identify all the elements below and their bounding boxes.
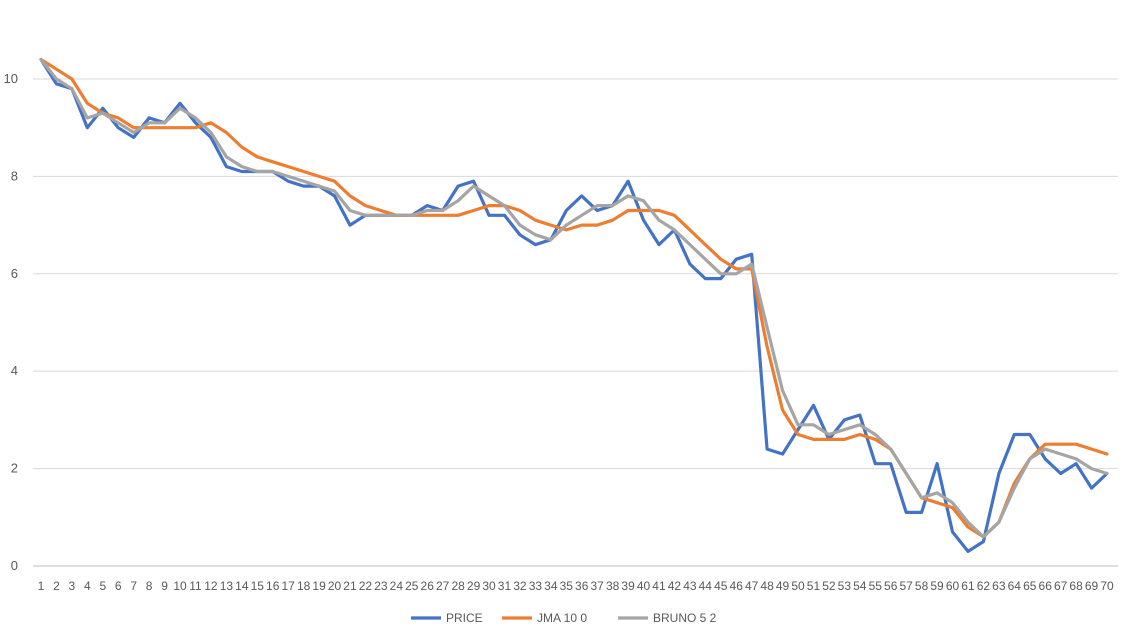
legend-label: PRICE [446, 611, 483, 625]
x-tick-label: 3 [69, 579, 76, 593]
x-tick-label: 38 [606, 579, 620, 593]
x-tick-label: 30 [482, 579, 496, 593]
y-tick-label: 10 [4, 71, 18, 86]
x-tick-label: 49 [776, 579, 790, 593]
x-tick-label: 40 [637, 579, 651, 593]
series-line-2 [39, 57, 1109, 539]
y-axis-ticks: 0 2 4 6 8 10 [4, 71, 18, 573]
x-tick-label: 62 [977, 579, 991, 593]
x-tick-label: 42 [668, 579, 682, 593]
x-tick-label: 53 [838, 579, 852, 593]
x-tick-label: 39 [621, 579, 635, 593]
x-tick-label: 66 [1039, 579, 1053, 593]
x-tick-label: 13 [220, 579, 234, 593]
x-tick-label: 61 [961, 579, 975, 593]
x-tick-label: 32 [513, 579, 527, 593]
x-tick-label: 65 [1023, 579, 1037, 593]
x-tick-label: 44 [699, 579, 713, 593]
x-tick-label: 51 [807, 579, 821, 593]
x-tick-label: 21 [343, 579, 357, 593]
series-lines [39, 57, 1109, 554]
legend-label: BRUNO 5 2 [653, 611, 717, 625]
series-line-1 [39, 57, 1109, 539]
x-tick-label: 35 [560, 579, 574, 593]
x-tick-label: 23 [374, 579, 388, 593]
x-tick-label: 22 [359, 579, 373, 593]
y-tick-label: 4 [11, 363, 18, 378]
x-tick-label: 10 [173, 579, 187, 593]
x-tick-label: 17 [282, 579, 296, 593]
y-tick-label: 6 [11, 266, 18, 281]
x-tick-label: 18 [297, 579, 311, 593]
x-tick-label: 8 [146, 579, 153, 593]
x-tick-label: 27 [436, 579, 450, 593]
x-tick-label: 48 [760, 579, 774, 593]
x-tick-label: 55 [869, 579, 883, 593]
legend-label: JMA 10 0 [537, 611, 587, 625]
x-tick-label: 12 [204, 579, 218, 593]
x-tick-label: 52 [822, 579, 836, 593]
x-tick-label: 1 [38, 579, 45, 593]
x-tick-label: 24 [390, 579, 404, 593]
x-tick-label: 14 [235, 579, 249, 593]
x-axis-ticks: 1 2 3 4 5 6 7 8 9 10 11 12 13 14 15 16 17 18 19 20 21 22 23 24 2… [38, 579, 1114, 593]
x-tick-label: 15 [251, 579, 265, 593]
x-tick-label: 26 [421, 579, 435, 593]
x-tick-label: 9 [161, 579, 168, 593]
x-tick-label: 25 [405, 579, 419, 593]
x-tick-label: 46 [730, 579, 744, 593]
x-tick-label: 31 [498, 579, 512, 593]
x-tick-label: 16 [266, 579, 280, 593]
x-tick-label: 45 [714, 579, 728, 593]
y-tick-label: 0 [11, 558, 18, 573]
y-tick-label: 8 [11, 168, 18, 183]
x-tick-label: 29 [467, 579, 481, 593]
x-tick-label: 36 [575, 579, 589, 593]
x-tick-label: 63 [992, 579, 1006, 593]
x-tick-label: 37 [590, 579, 604, 593]
x-tick-label: 4 [84, 579, 91, 593]
x-tick-label: 64 [1008, 579, 1022, 593]
x-tick-label: 69 [1085, 579, 1099, 593]
x-tick-label: 70 [1100, 579, 1114, 593]
x-tick-label: 28 [451, 579, 465, 593]
x-tick-label: 43 [683, 579, 697, 593]
x-tick-label: 47 [745, 579, 759, 593]
x-tick-label: 2 [53, 579, 60, 593]
x-tick-label: 6 [115, 579, 122, 593]
series-line-0 [39, 57, 1109, 554]
x-tick-label: 60 [946, 579, 960, 593]
x-tick-label: 20 [328, 579, 342, 593]
x-tick-label: 57 [899, 579, 913, 593]
x-tick-label: 50 [791, 579, 805, 593]
gridlines [33, 78, 1118, 567]
legend: PRICE JMA 10 0 BRUNO 5 2 [411, 611, 717, 625]
x-tick-label: 33 [529, 579, 543, 593]
x-tick-label: 56 [884, 579, 898, 593]
x-tick-label: 7 [130, 579, 137, 593]
x-tick-label: 11 [189, 579, 202, 593]
x-tick-label: 5 [99, 579, 106, 593]
x-tick-label: 34 [544, 579, 558, 593]
x-tick-label: 59 [930, 579, 944, 593]
x-tick-label: 54 [853, 579, 867, 593]
y-tick-label: 2 [11, 461, 18, 476]
x-tick-label: 58 [915, 579, 929, 593]
x-tick-label: 67 [1054, 579, 1068, 593]
x-tick-label: 68 [1069, 579, 1083, 593]
x-tick-label: 41 [652, 579, 666, 593]
x-tick-label: 19 [312, 579, 326, 593]
